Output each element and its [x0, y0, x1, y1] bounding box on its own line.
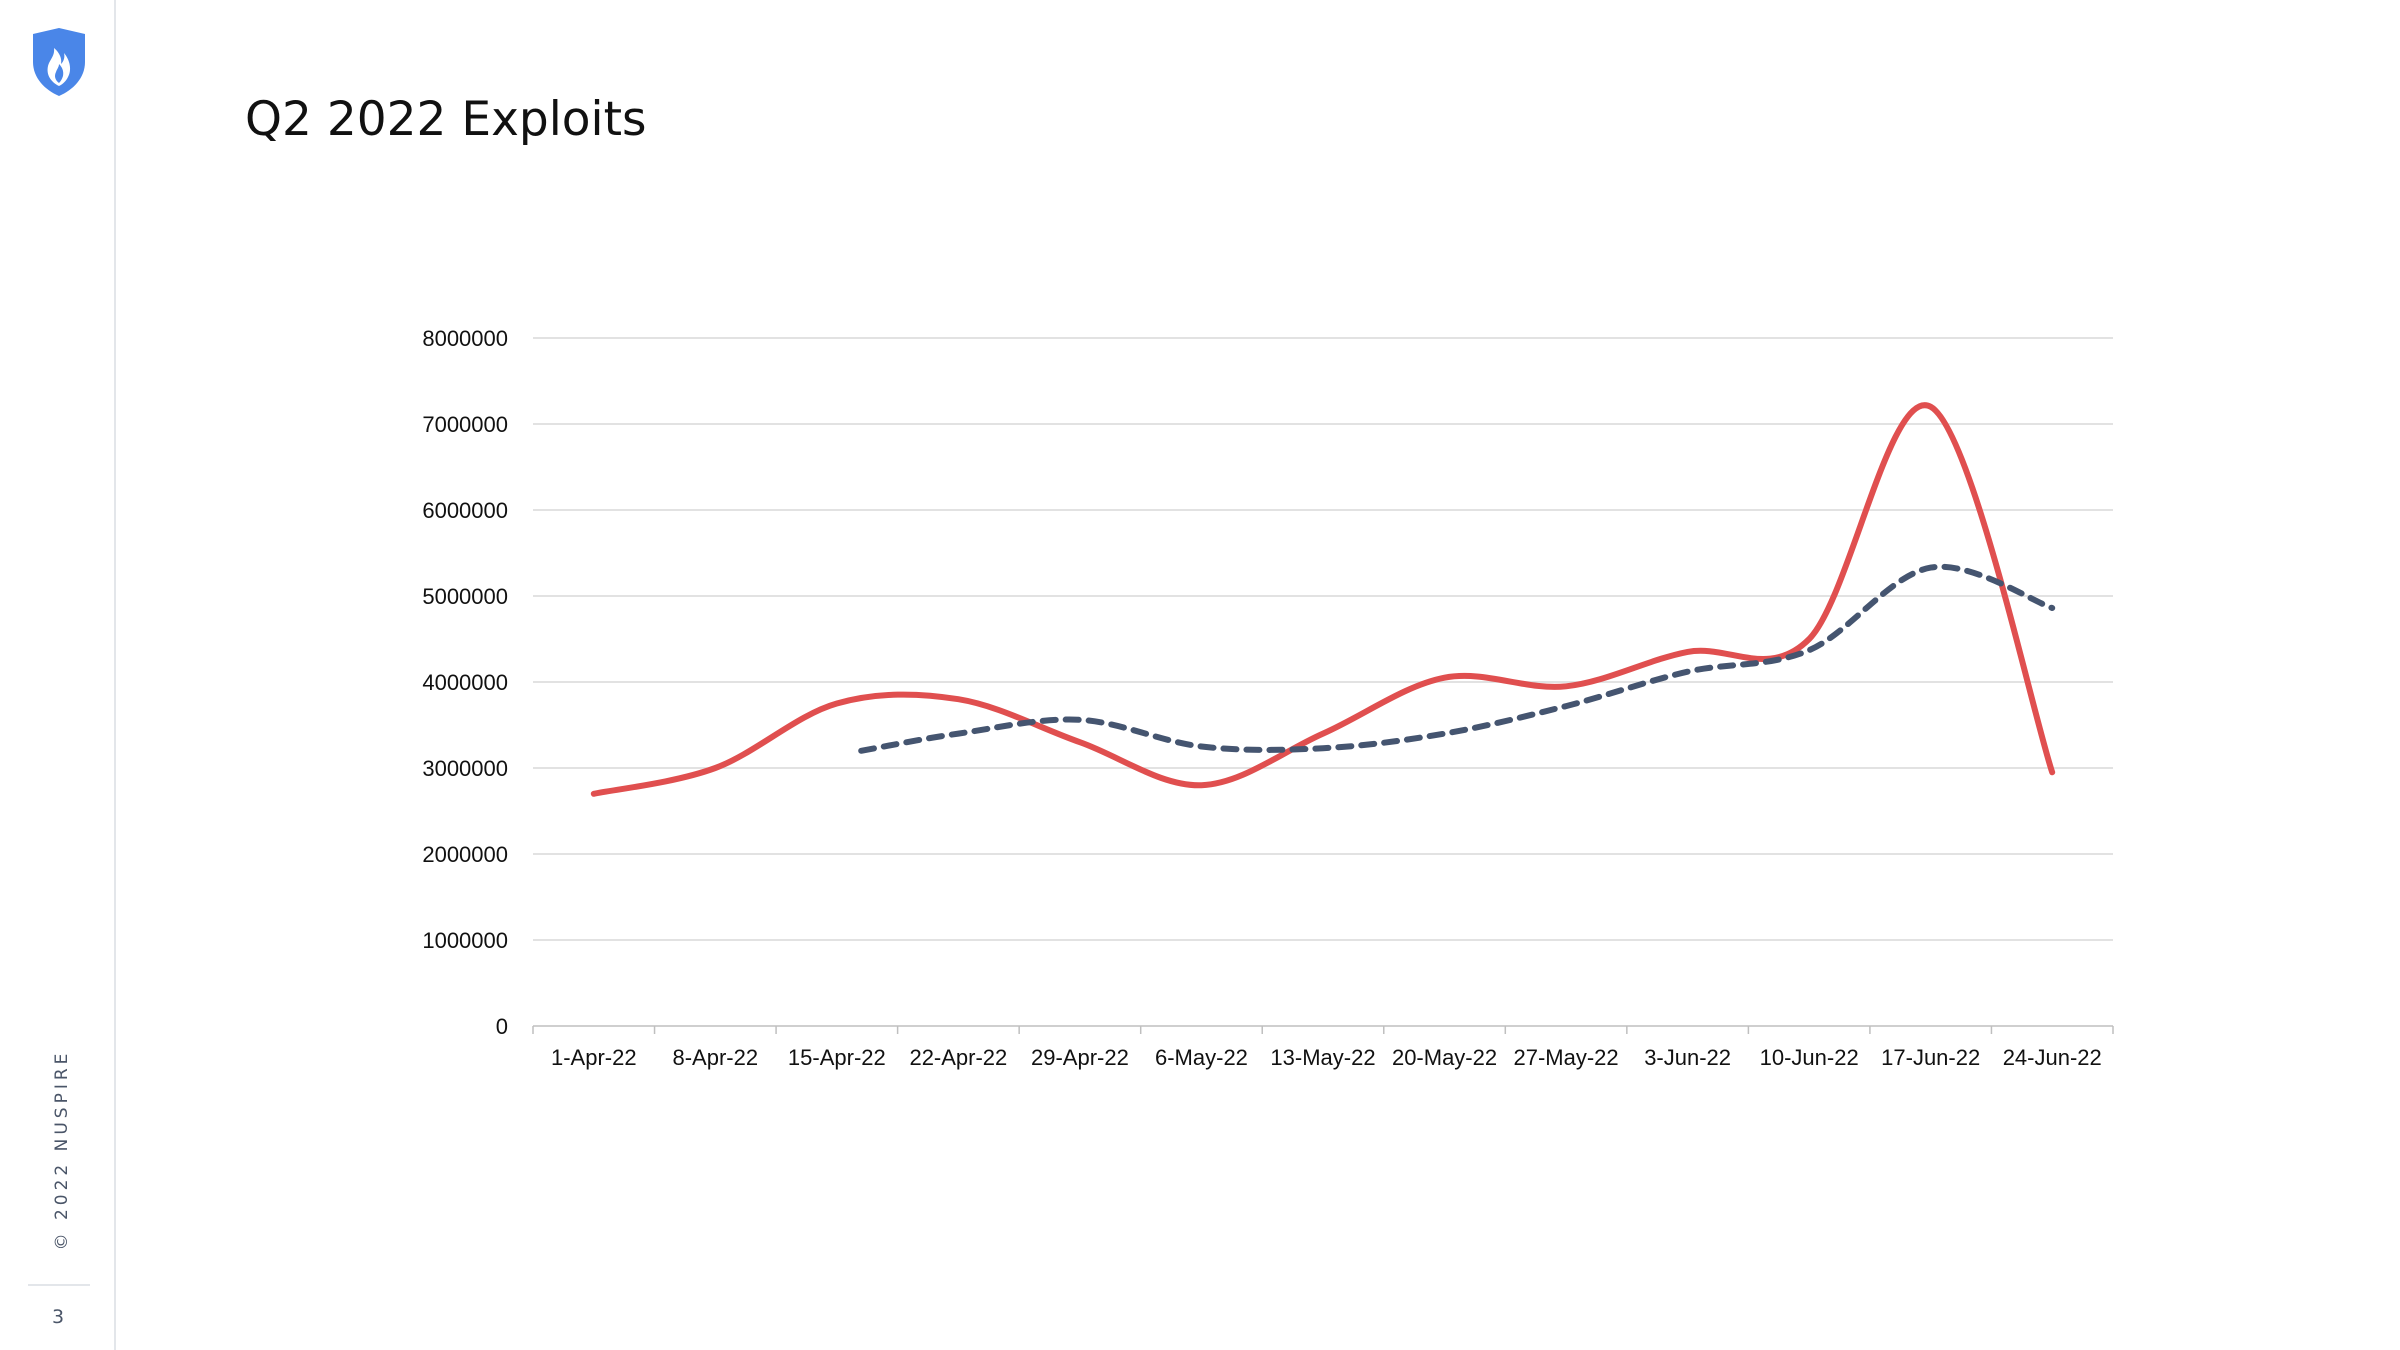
sidebar: © 2022 NUSPIRE 3 — [0, 0, 116, 1350]
x-tick-label: 8-Apr-22 — [673, 1045, 759, 1070]
page-number: 3 — [51, 1306, 65, 1328]
sidebar-divider — [28, 1284, 90, 1286]
y-tick-label: 2000000 — [422, 842, 508, 867]
y-tick-label: 3000000 — [422, 756, 508, 781]
dashed-series-line — [858, 563, 2056, 754]
x-tick-label: 13-May-22 — [1270, 1045, 1375, 1070]
x-tick-label: 27-May-22 — [1513, 1045, 1618, 1070]
solid-series-line — [590, 402, 2056, 797]
x-tick-label: 10-Jun-22 — [1760, 1045, 1859, 1070]
y-tick-label: 1000000 — [422, 928, 508, 953]
chart-series — [590, 402, 2056, 797]
x-tick-label: 6-May-22 — [1155, 1045, 1248, 1070]
x-tick-label: 3-Jun-22 — [1644, 1045, 1731, 1070]
x-tick-label: 17-Jun-22 — [1881, 1045, 1980, 1070]
chart-gridlines — [533, 337, 2113, 941]
y-tick-label: 8000000 — [422, 326, 508, 351]
y-tick-label: 7000000 — [422, 412, 508, 437]
x-tick-label: 22-Apr-22 — [909, 1045, 1007, 1070]
y-tick-label: 5000000 — [422, 584, 508, 609]
y-tick-label: 4000000 — [422, 670, 508, 695]
y-axis: 0 1000000 2000000 3000000 4000000 5000000 6000… — [422, 326, 508, 1039]
y-tick-label: 0 — [496, 1014, 508, 1039]
x-tick-label: 29-Apr-22 — [1031, 1045, 1129, 1070]
x-tick-label: 24-Jun-22 — [2003, 1045, 2102, 1070]
x-tick-label: 20-May-22 — [1392, 1045, 1497, 1070]
shield-flame-icon — [33, 28, 85, 96]
page-title: Q2 2022 Exploits — [245, 92, 647, 147]
x-axis: 1-Apr-22 8-Apr-22 15-Apr-22 22-Apr-22 29-Apr… — [532, 1025, 2114, 1070]
x-tick-label: 15-Apr-22 — [788, 1045, 886, 1070]
y-tick-label: 6000000 — [422, 498, 508, 523]
x-tick-label: 1-Apr-22 — [551, 1045, 637, 1070]
